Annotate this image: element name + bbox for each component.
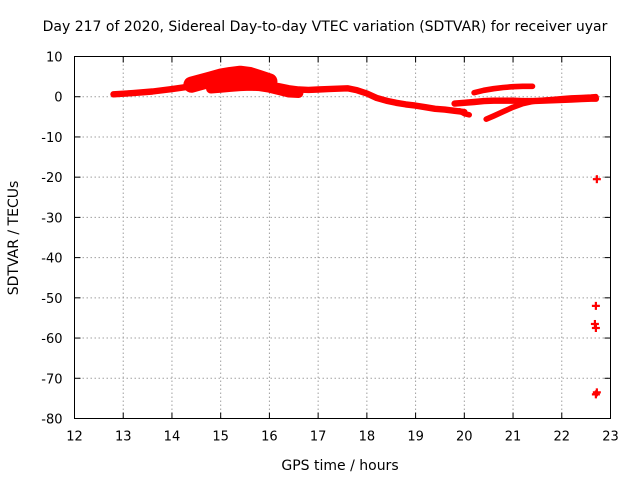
outlier-point (591, 390, 600, 399)
grid-layer (74, 56, 611, 419)
x-tick-label: 22 (553, 430, 570, 445)
x-tick-label: 16 (261, 430, 278, 445)
y-tick-label: -30 (41, 211, 62, 226)
y-tick-label: -80 (41, 413, 62, 428)
outlier-point (591, 324, 600, 332)
y-tick-label: -60 (41, 332, 62, 347)
series-upper-band (183, 65, 278, 93)
series-rising-upper (471, 83, 536, 96)
y-tick-label: 10 (46, 51, 63, 66)
series-dip-20 (456, 108, 473, 118)
axis-layer: 12 13 14 15 16 17 18 19 20 21 22 23 10 0 -10 -20 -30 -40 -… (41, 51, 619, 445)
x-tick-label: 19 (407, 430, 424, 445)
x-tick-label: 23 (602, 430, 619, 445)
series-rising-lower (483, 93, 599, 122)
y-tick-label: -10 (41, 131, 62, 146)
y-tick-label: -20 (41, 171, 62, 186)
outlier-point (591, 301, 600, 310)
y-axis-label: SDTVAR / TECUs (6, 181, 22, 296)
y-tick-label: -40 (41, 252, 62, 267)
x-tick-label: 14 (164, 430, 181, 445)
chart-title: Day 217 of 2020, Sidereal Day-to-day VTE… (43, 19, 608, 35)
x-tick-label: 18 (359, 430, 376, 445)
x-axis-label: GPS time / hours (281, 458, 398, 474)
x-tick-label: 12 (66, 430, 83, 445)
x-tick-label: 20 (456, 430, 473, 445)
outlier-point (592, 175, 601, 184)
data-layer (110, 65, 601, 399)
y-tick-label: -70 (41, 372, 62, 387)
series-lower-band (206, 81, 304, 98)
x-tick-label: 17 (310, 430, 327, 445)
x-tick-label: 21 (505, 430, 522, 445)
y-tick-label: -50 (41, 292, 62, 307)
x-tick-label: 15 (212, 430, 229, 445)
x-tick-label: 13 (115, 430, 132, 445)
plot-frame (74, 56, 611, 419)
y-tick-label: 0 (54, 91, 62, 106)
